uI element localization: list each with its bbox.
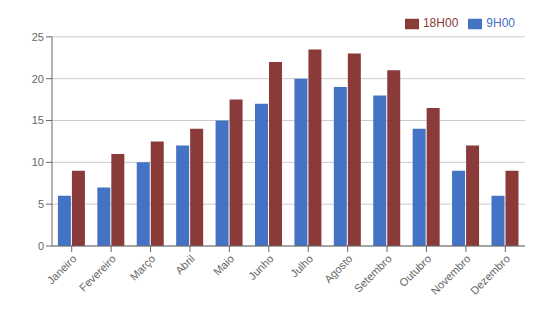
html-text:9H00: 9H00 (486, 16, 515, 30)
svg-text:Outubro: Outubro (397, 252, 434, 289)
svg-text:20: 20 (32, 73, 44, 85)
svg-text:Novembro: Novembro (428, 252, 472, 296)
svg-text:10: 10 (32, 156, 44, 168)
svg-text:Abril: Abril (173, 252, 197, 276)
svg-text:15: 15 (32, 114, 44, 126)
svg-text:0: 0 (38, 240, 44, 252)
svg-text:Janeiro: Janeiro (45, 252, 79, 286)
svg-text:5: 5 (38, 198, 44, 210)
svg-text:25: 25 (32, 31, 44, 43)
svg-text:Agosto: Agosto (322, 252, 355, 285)
svg-text:Setembro: Setembro (352, 252, 394, 294)
svg-text:Junho: Junho (246, 252, 276, 282)
svg-text:Dezembro: Dezembro (468, 252, 512, 296)
svg-text:Março: Março (127, 252, 157, 282)
html-text:18H00: 18H00 (422, 16, 459, 30)
svg-text:Fevereiro: Fevereiro (77, 252, 118, 293)
svg-text:Maio: Maio (211, 252, 236, 277)
svg-text:Julho: Julho (288, 252, 315, 279)
